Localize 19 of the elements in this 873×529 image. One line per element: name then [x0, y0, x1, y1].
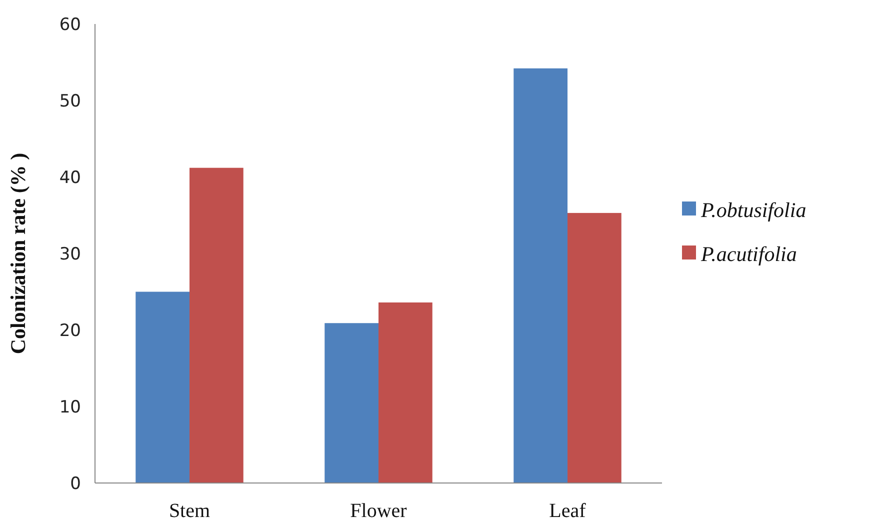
y-tick-label: 20 [59, 320, 81, 341]
x-tick-label: Stem [168, 500, 210, 522]
y-tick-label: 50 [59, 91, 81, 112]
y-tick-label: 0 [70, 474, 81, 494]
y-tick-label: 30 [59, 244, 81, 264]
x-tick-label: Leaf [549, 500, 586, 522]
bar [568, 212, 622, 483]
y-tick-label: 60 [59, 14, 81, 35]
bar [378, 302, 432, 483]
legend-label: P.obtusifolia [700, 198, 806, 222]
y-tick-label: 40 [59, 168, 81, 188]
bar [190, 168, 244, 483]
bar [514, 68, 568, 483]
bar [136, 292, 190, 483]
legend-label: P.acutifolia [700, 242, 797, 266]
x-tick-label: Flower [350, 500, 408, 522]
y-tick-label: 10 [59, 397, 81, 418]
y-axis-title: Colonization rate (% ) [6, 152, 30, 354]
bar [324, 323, 378, 483]
